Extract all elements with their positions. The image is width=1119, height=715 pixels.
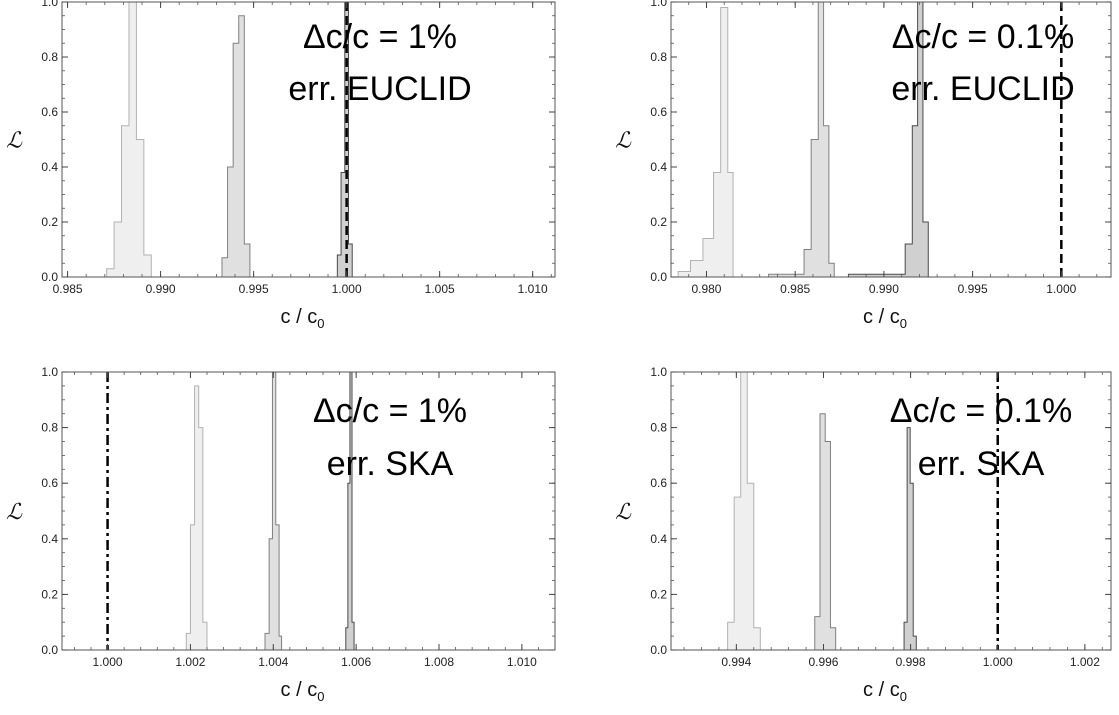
x-tick-label: 0.990 <box>146 282 176 296</box>
y-tick-label: 1.0 <box>650 0 667 9</box>
annotation-delta: Δc/c = 1% <box>313 392 467 430</box>
annotation-survey: err. SKA <box>918 445 1045 483</box>
annotation-survey: err. EUCLID <box>891 70 1074 108</box>
x-tick-label: 0.985 <box>780 282 810 296</box>
x-tick-label: 0.980 <box>691 282 721 296</box>
y-tick-label: 0.6 <box>41 105 58 119</box>
y-axis-title: ℒ <box>615 129 632 154</box>
x-axis-title-subscript: 0 <box>317 316 324 331</box>
x-tick-label: 1.010 <box>518 282 548 296</box>
y-tick-label: 0.6 <box>650 105 667 119</box>
y-tick-label: 0.6 <box>650 476 667 490</box>
annotation-delta: Δc/c = 0.1% <box>892 18 1074 56</box>
x-axis-title-subscript: 0 <box>900 316 907 331</box>
histogram-series-3 <box>847 2 929 277</box>
histogram-series-3 <box>903 427 917 650</box>
x-tick-label: 0.990 <box>869 282 899 296</box>
x-axis-title-main: c / c <box>863 679 900 701</box>
x-axis-title-subscript: 0 <box>317 689 324 704</box>
y-tick-label: 0.0 <box>41 643 58 657</box>
x-tick-label: 1.002 <box>175 655 205 669</box>
y-tick-label: 1.0 <box>650 365 667 379</box>
x-tick-label: 1.000 <box>332 282 362 296</box>
x-axis-title-main: c / c <box>281 679 318 701</box>
panel-2: 0.980 0.985 0.990 0.995 1.000 0.0 0.2 0.4 0.6 0.8… <box>615 0 1112 331</box>
x-tick-label: 0.998 <box>896 655 926 669</box>
x-axis-title-subscript: 0 <box>900 689 907 704</box>
y-tick-label: 0.2 <box>650 215 667 229</box>
histogram-series-2 <box>264 372 283 650</box>
panel-4: 0.994 0.996 0.998 1.000 1.002 0.0 0.2 0.4 0.6 0.8… <box>615 365 1112 704</box>
x-tick-label: 1.010 <box>507 655 537 669</box>
y-tick-label: 0.8 <box>41 50 58 64</box>
y-tick-label: 0.0 <box>650 643 667 657</box>
x-tick-label: 1.000 <box>93 655 123 669</box>
x-axis-title: c / c0 <box>281 306 325 331</box>
y-tick-label: 0.8 <box>650 421 667 435</box>
x-tick-label: 1.000 <box>1046 282 1076 296</box>
y-tick-label: 0.0 <box>650 270 667 284</box>
y-tick-label: 0.2 <box>41 215 58 229</box>
x-tick-label: 1.006 <box>341 655 371 669</box>
annotation-delta: Δc/c = 0.1% <box>890 392 1072 430</box>
x-axis-title: c / c0 <box>863 679 907 704</box>
y-axis-title: ℒ <box>6 500 23 525</box>
plot-frame <box>61 371 556 651</box>
y-tick-label: 0.6 <box>41 476 58 490</box>
x-tick-label: 1.000 <box>983 655 1013 669</box>
x-axis-title-main: c / c <box>281 306 318 328</box>
y-tick-label: 1.0 <box>41 365 58 379</box>
annotation-survey: err. SKA <box>327 445 454 483</box>
x-tick-label: 1.002 <box>1070 655 1100 669</box>
x-tick-label: 1.005 <box>425 282 455 296</box>
y-tick-label: 0.2 <box>650 587 667 601</box>
x-axis-title-main: c / c <box>863 306 900 328</box>
y-tick-label: 0.4 <box>41 160 58 174</box>
histogram-series-1 <box>677 7 734 277</box>
panel-3: 1.000 1.002 1.004 1.006 1.008 1.010 0.0 0.2 0.4 0… <box>6 365 556 704</box>
histogram-series-1 <box>185 385 208 650</box>
x-tick-label: 1.004 <box>258 655 288 669</box>
annotation-delta: Δc/c = 1% <box>303 18 457 56</box>
y-tick-label: 0.4 <box>650 532 667 546</box>
x-axis-title: c / c0 <box>863 306 907 331</box>
histogram-series-1 <box>727 372 761 650</box>
x-tick-label: 0.995 <box>958 282 988 296</box>
y-axis-title: ℒ <box>6 129 23 154</box>
y-tick-label: 0.4 <box>650 160 667 174</box>
histogram-series-1 <box>106 2 152 277</box>
y-tick-label: 0.0 <box>41 270 58 284</box>
y-tick-label: 0.4 <box>41 532 58 546</box>
histogram-series-2 <box>814 413 837 650</box>
y-tick-label: 1.0 <box>41 0 58 9</box>
x-tick-label: 0.994 <box>721 655 751 669</box>
x-tick-label: 1.008 <box>424 655 454 669</box>
histogram-series-2 <box>221 15 251 277</box>
y-tick-label: 0.2 <box>41 587 58 601</box>
y-tick-label: 0.8 <box>650 50 667 64</box>
y-axis-title: ℒ <box>615 500 632 525</box>
x-axis-title: c / c0 <box>281 679 325 704</box>
x-tick-label: 0.985 <box>53 282 83 296</box>
histogram-series-2 <box>768 2 835 277</box>
panel-1: 0.985 0.990 0.995 1.000 1.005 1.010 0.0 0.2 0.4 0… <box>6 0 556 331</box>
histogram-series-3 <box>336 2 353 277</box>
histogram-series-3 <box>345 372 355 650</box>
x-tick-label: 0.995 <box>239 282 269 296</box>
annotation-survey: err. EUCLID <box>288 70 471 108</box>
y-tick-label: 0.8 <box>41 421 58 435</box>
x-tick-label: 0.996 <box>808 655 838 669</box>
